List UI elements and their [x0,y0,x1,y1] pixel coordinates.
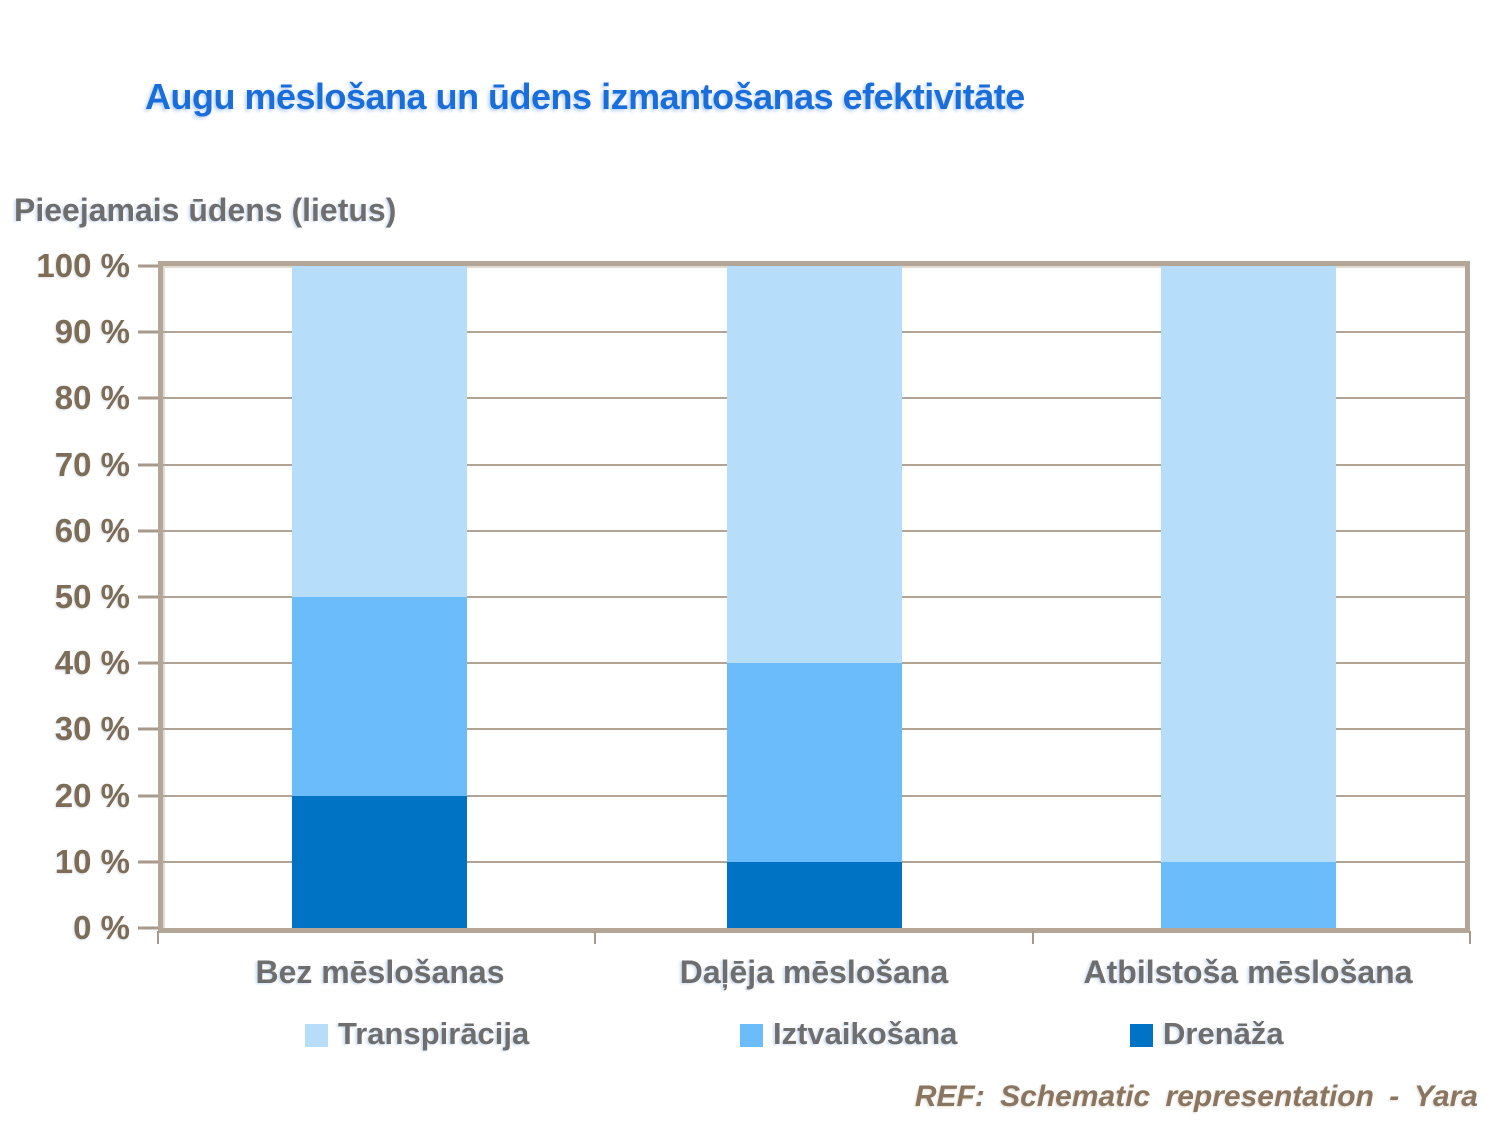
category-label: Bez mēslošanas [255,954,505,990]
bar-segment-drenāža [726,861,902,928]
y-tick-mark [138,794,158,798]
bar-segment-iztvaikošana [292,597,468,796]
legend-swatch [1130,1024,1153,1047]
category-label: Atbilstoša mēslošana [1083,954,1413,990]
legend-label: Iztvaikošana [773,1016,958,1051]
y-tick-mark [138,926,158,930]
bar-segment-iztvaikošana [1160,861,1336,928]
y-axis: 0 % 10 % 20 % 30 % 40 % 50 % 60 % 70 % 80 % 90 % 1… [0,247,158,946]
y-tick-label: 100 % [36,247,130,284]
y-tick-mark [138,330,158,334]
legend-item: Drenāža [1130,1016,1284,1052]
legend: Transpirācija Iztvaikošana Drenāža [0,1016,1501,1064]
y-tick-label: 40 % [54,644,130,682]
y-tick-mark [138,860,158,864]
y-tick-mark [138,396,158,400]
bar [292,266,468,928]
y-tick-mark [138,463,158,467]
legend-item: Iztvaikošana [740,1016,957,1052]
y-tick-mark [138,529,158,533]
plot-area [158,261,1470,933]
legend-item: Transpirācija [305,1016,529,1052]
bar-segment-drenāža [292,795,468,928]
y-tick-label: 30 % [54,710,130,748]
legend-swatch [305,1024,328,1047]
y-tick-label: 50 % [54,578,130,615]
y-tick-mark [138,661,158,665]
legend-swatch [740,1024,763,1047]
footer-reference: REF: Schematic representation - Yara [914,1080,1478,1113]
category-label: Daļēja mēslošana [679,954,949,990]
y-tick-mark [138,727,158,731]
x-tick-mark [1031,931,1034,944]
y-tick-mark [138,595,158,599]
chart-title: Augu mēslošana un ūdens izmantošanas efe… [145,76,1025,117]
x-tick-mark [1469,931,1471,944]
y-tick-label: 80 % [54,379,130,417]
y-tick-label: 90 % [54,313,130,351]
plot-inner [163,266,1465,928]
legend-label: Drenāža [1163,1016,1284,1051]
bar-segment-transpirācija [292,266,468,598]
x-tick-mark [157,931,159,944]
y-axis-title: Pieejamais ūdens (lietus) [14,192,397,228]
y-tick-label: 70 % [54,445,130,483]
y-tick-label: 0 % [73,909,130,946]
x-tick-mark [594,931,597,944]
bar [726,266,902,928]
y-tick-label: 20 % [54,776,130,814]
legend-label: Transpirācija [338,1016,530,1051]
bar [1160,266,1336,928]
category-labels: Bez mēslošanas Daļēja mēslošana Atbilstoša… [163,954,1465,1000]
y-tick-label: 60 % [54,511,130,549]
x-axis-ticks [157,931,1471,947]
y-tick-mark [138,264,158,268]
bar-segment-transpirācija [726,266,902,664]
bar-segment-iztvaikošana [726,663,902,862]
bar-segment-transpirācija [1160,266,1336,862]
y-tick-label: 10 % [54,842,130,880]
